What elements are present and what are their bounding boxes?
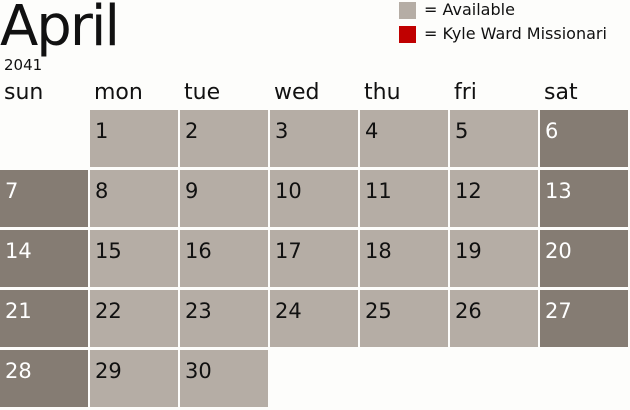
day-cell-7[interactable]: 7	[0, 170, 88, 227]
day-cell-14[interactable]: 14	[0, 230, 88, 287]
day-cell-16[interactable]: 16	[180, 230, 268, 287]
day-cell-8[interactable]: 8	[90, 170, 178, 227]
day-cell-1[interactable]: 1	[90, 110, 178, 167]
day-cell-26[interactable]: 26	[450, 290, 538, 347]
legend-swatch	[399, 1, 416, 19]
weekday-tue: tue	[184, 80, 221, 105]
legend-label: = Available	[424, 0, 515, 19]
day-cell-2[interactable]: 2	[180, 110, 268, 167]
day-cell-9[interactable]: 9	[180, 170, 268, 227]
legend-label: = Kyle Ward Missionari	[424, 24, 607, 43]
weekday-wed: wed	[274, 80, 320, 105]
day-cell-10[interactable]: 10	[270, 170, 358, 227]
day-cell-18[interactable]: 18	[360, 230, 448, 287]
weekday-mon: mon	[94, 80, 143, 105]
day-cell-5[interactable]: 5	[450, 110, 538, 167]
weekday-thu: thu	[364, 80, 401, 105]
weekday-fri: fri	[454, 80, 477, 105]
day-cell-20[interactable]: 20	[540, 230, 628, 287]
legend-swatch	[399, 25, 416, 43]
day-cell-11[interactable]: 11	[360, 170, 448, 227]
day-cell-12[interactable]: 12	[450, 170, 538, 227]
day-cell-29[interactable]: 29	[90, 350, 178, 407]
month-title: April	[0, 0, 120, 59]
legend-item-missionary: = Kyle Ward Missionari	[399, 24, 607, 44]
day-cell-19[interactable]: 19	[450, 230, 538, 287]
day-cell-21[interactable]: 21	[0, 290, 88, 347]
day-cell-13[interactable]: 13	[540, 170, 628, 227]
day-cell-27[interactable]: 27	[540, 290, 628, 347]
day-cell-23[interactable]: 23	[180, 290, 268, 347]
day-cell-6[interactable]: 6	[540, 110, 628, 167]
day-cell-25[interactable]: 25	[360, 290, 448, 347]
legend-item-available: = Available	[399, 0, 515, 20]
year-label: 2041	[4, 56, 43, 74]
day-cell-17[interactable]: 17	[270, 230, 358, 287]
weekday-sun: sun	[4, 80, 44, 105]
day-cell-22[interactable]: 22	[90, 290, 178, 347]
day-cell-3[interactable]: 3	[270, 110, 358, 167]
day-cell-30[interactable]: 30	[180, 350, 268, 407]
day-cell-24[interactable]: 24	[270, 290, 358, 347]
weekday-sat: sat	[544, 80, 578, 105]
day-cell-4[interactable]: 4	[360, 110, 448, 167]
day-cell-28[interactable]: 28	[0, 350, 88, 407]
day-cell-15[interactable]: 15	[90, 230, 178, 287]
